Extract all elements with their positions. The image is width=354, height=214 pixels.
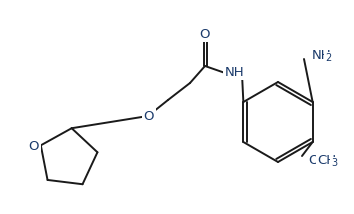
Text: O: O [144,110,154,122]
Text: 2: 2 [325,53,331,63]
Text: O: O [29,140,39,153]
Text: NH: NH [312,49,332,61]
Text: CH: CH [317,153,336,166]
Text: 3: 3 [331,158,337,168]
Text: O: O [200,28,210,40]
Text: O: O [308,153,319,166]
Text: NH: NH [225,65,245,79]
